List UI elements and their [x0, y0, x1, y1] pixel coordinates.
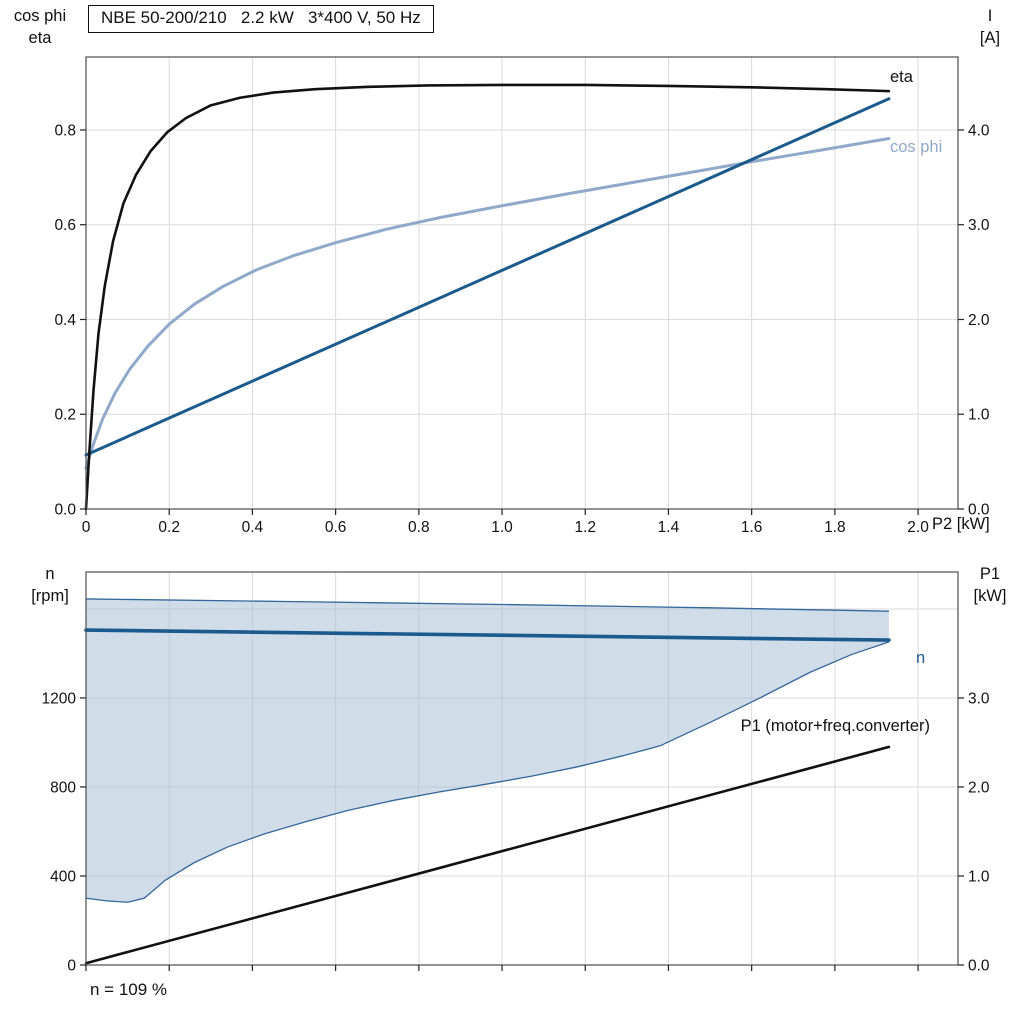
- y-left-tick-label: 0.6: [54, 217, 76, 234]
- x-tick-label: 0.2: [158, 519, 180, 536]
- y-left-tick-label: 0: [67, 958, 76, 975]
- series-i: [84, 97, 891, 457]
- y-right-tick-label: 1.0: [968, 868, 990, 885]
- x-tick-label: 1.8: [824, 519, 846, 536]
- y-right-tick-label: 0.0: [968, 502, 990, 519]
- axis-title-n-unit: [rpm]: [31, 586, 69, 605]
- axis-title-eta: eta: [28, 28, 52, 47]
- top-left-axis-title: cos phi eta: [2, 6, 78, 50]
- x-tick-label: 1.4: [658, 519, 680, 536]
- x-tick-label: 0: [82, 519, 91, 536]
- bottom-chart: 0 400 800 1200 0.0 1.0 2.0 3.0 n P1 (motor+freq.c…: [42, 571, 990, 975]
- speed-range-band: [86, 598, 889, 903]
- x-tick-label: 1.2: [574, 519, 596, 536]
- pump-title-box: NBE 50-200/210 2.2 kW 3*400 V, 50 Hz: [88, 5, 434, 33]
- x-tick-label: 0.8: [408, 519, 430, 536]
- x-tick-label: 0.4: [242, 519, 264, 536]
- y-left-tick-label: 800: [50, 779, 76, 796]
- top-chart: 0 0.2 0.4 0.6 0.8 1.0 1.2 1.4 1.6 1.8 2.0 0.0 0.2 0.4…: [54, 56, 990, 536]
- speed-percent-footnote: n = 109 %: [90, 980, 168, 999]
- axis-title-p2: P2 [kW]: [932, 515, 990, 533]
- y-right-tick-label: 4.0: [968, 122, 990, 139]
- bottom-right-axis-title: P1 [kW]: [962, 564, 1018, 608]
- axis-title-p1-unit: [kW]: [973, 586, 1007, 605]
- curve-label-cos-phi: cos phi: [890, 138, 942, 156]
- y-left-tick-label: 0.2: [54, 407, 76, 424]
- axis-title-current-unit: [A]: [979, 28, 1001, 47]
- y-left-tick-label: 400: [50, 868, 76, 885]
- y-right-tick-label: 3.0: [968, 690, 990, 707]
- x-tick-label: 1.6: [741, 519, 763, 536]
- series-cos-phi: [84, 136, 891, 471]
- axis-title-cos-phi: cos phi: [13, 7, 67, 25]
- curve-label-n: n: [916, 649, 925, 667]
- plot-frame: [85, 571, 959, 966]
- y-right-tick-label: 3.0: [968, 217, 990, 234]
- y-right-tick-label: 2.0: [968, 779, 990, 796]
- series-n: [84, 628, 891, 642]
- y-right-tick-label: 1.0: [968, 407, 990, 424]
- series-p1-motor-freq-converter: [84, 745, 891, 965]
- x-tick-label: 1.0: [491, 519, 513, 536]
- y-left-tick-label: 0.0: [54, 502, 76, 519]
- x-tick-label: 2.0: [907, 519, 929, 536]
- axis-title-current: I: [987, 7, 993, 25]
- y-left-tick-label: 1200: [42, 690, 77, 707]
- y-left-tick-label: 0.8: [54, 122, 76, 139]
- y-right-tick-label: 0.0: [968, 958, 990, 975]
- speed-range-upper-boundary: [85, 598, 889, 612]
- top-right-axis-title: I [A]: [964, 6, 1016, 50]
- curve-label-eta: eta: [890, 68, 914, 86]
- x-tick-label: 0.6: [325, 519, 347, 536]
- bottom-left-axis-title: n [rpm]: [16, 564, 84, 608]
- speed-range-lower-boundary: [85, 641, 890, 903]
- plot-frame: [85, 56, 959, 510]
- axis-title-n: n: [45, 565, 55, 583]
- y-right-tick-label: 2.0: [968, 312, 990, 329]
- axis-title-p1: P1: [979, 565, 1001, 583]
- curve-label-p1-motor-freq-converter: P1 (motor+freq.converter): [741, 717, 930, 735]
- y-left-tick-label: 0.4: [54, 312, 76, 329]
- series-eta: [84, 83, 891, 511]
